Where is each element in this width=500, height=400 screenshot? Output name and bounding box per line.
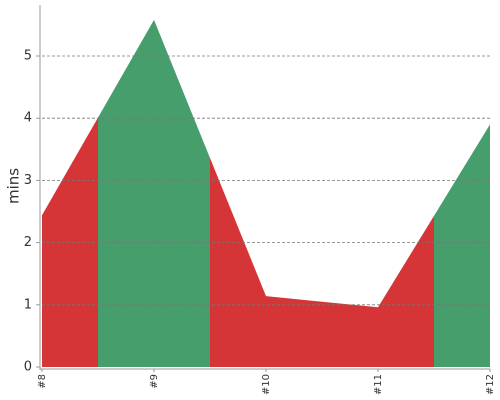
y-tick-label: 5 <box>24 49 32 64</box>
x-tick-label: #9 <box>149 374 160 389</box>
y-tick-label: 3 <box>24 173 32 188</box>
x-tick-label: #8 <box>37 374 48 389</box>
area-segment <box>98 19 210 368</box>
area-segment <box>322 215 434 367</box>
y-tick-label: 2 <box>24 235 32 250</box>
x-tick-label: #12 <box>485 374 496 395</box>
x-tick-label: #10 <box>261 374 272 395</box>
y-tick-label: 0 <box>24 360 32 375</box>
area-segment <box>434 124 490 367</box>
y-axis-label: mins <box>5 168 23 204</box>
x-tick-label: #11 <box>373 374 384 395</box>
area-segment <box>210 158 322 367</box>
y-tick-label: 4 <box>24 111 32 126</box>
y-tick-label: 1 <box>24 297 32 312</box>
